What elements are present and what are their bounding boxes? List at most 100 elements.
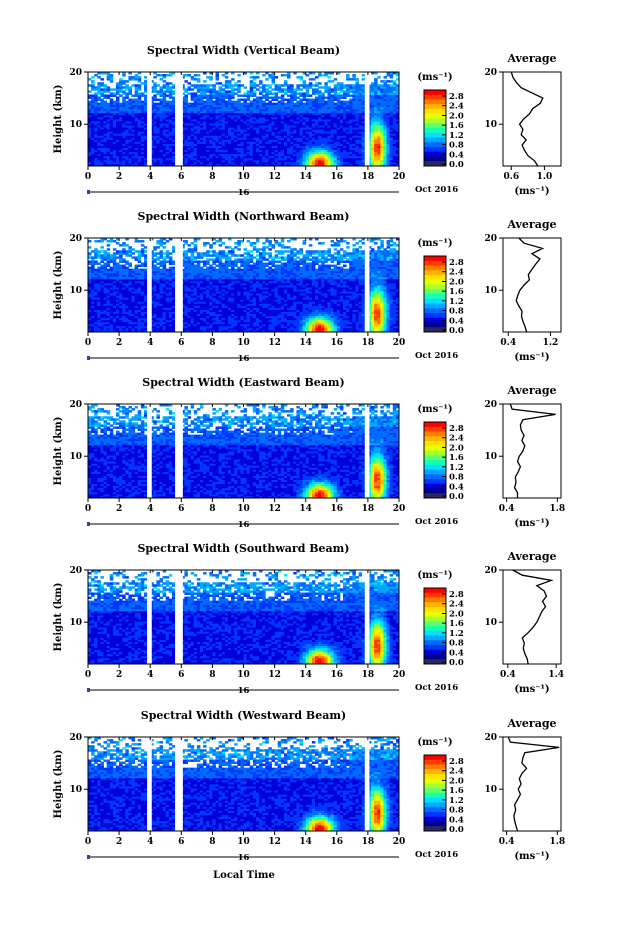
profile-frame: [502, 403, 562, 499]
colorbar-swatch: [424, 592, 446, 598]
profile-line: [509, 403, 556, 498]
x-tick-label: 4: [147, 172, 153, 182]
profile-line: [510, 71, 544, 167]
colorbar-swatch: [424, 275, 446, 281]
colorbar-swatch: [424, 460, 446, 466]
profile-y-tick-label: 10: [484, 785, 497, 795]
colorbar-swatch: [424, 479, 446, 485]
x-tick-label: 20: [393, 837, 406, 847]
colorbar-swatch: [424, 616, 446, 622]
colorbar-swatch: [424, 256, 446, 262]
colorbar-swatch: [424, 436, 446, 442]
x-tick-label: 8: [209, 172, 215, 182]
colorbar-swatch: [424, 317, 446, 323]
colorbar-swatch: [424, 142, 446, 148]
x-tick-label: 16: [331, 172, 344, 182]
y-tick-label: 10: [69, 452, 82, 462]
profile-x-label: (ms⁻¹): [514, 352, 549, 363]
date-label: Oct 2016: [415, 185, 458, 195]
colorbar-swatch: [424, 645, 446, 651]
chart-panel-5: Spectral Width (Westward Beam) Height (km…: [53, 709, 565, 863]
colorbar-swatch: [424, 640, 446, 646]
day-label: 16: [238, 354, 250, 364]
colorbar-swatch: [424, 94, 446, 100]
x-tick-label: 18: [362, 837, 375, 847]
colorbar-tick-label: 2.0: [449, 609, 464, 619]
colorbar-tick-label: 2.8: [449, 92, 464, 102]
x-tick-label: 6: [178, 504, 184, 514]
x-tick-label: 18: [362, 172, 375, 182]
heatmap-cells: [88, 404, 400, 499]
colorbar-swatch: [424, 132, 446, 138]
colorbar-tick-label: 1.6: [449, 453, 464, 463]
colorbar-tick-label: 2.0: [449, 111, 464, 121]
date-label: Oct 2016: [415, 517, 458, 527]
colorbar-swatch: [424, 812, 446, 818]
colorbar-swatch: [424, 455, 446, 461]
x-tick-label: 10: [237, 504, 250, 514]
x-tick-label: 14: [299, 504, 312, 514]
colorbar-swatch: [424, 826, 446, 832]
chart-panel-3: Spectral Width (Eastward Beam) Height (km…: [53, 376, 565, 530]
x-axis-title: Local Time: [213, 870, 275, 881]
day-marker: [87, 356, 90, 360]
x-tick-label: 14: [299, 837, 312, 847]
x-tick-label: 2: [116, 172, 122, 182]
colorbar-tick-label: 2.0: [449, 776, 464, 786]
profile-frame: [502, 237, 562, 333]
colorbar-swatch: [424, 289, 446, 295]
chart-title: Spectral Width (Vertical Beam): [147, 44, 340, 57]
data-gap-2: [175, 238, 183, 332]
data-gap-2: [175, 72, 183, 166]
data-gap-1: [147, 404, 152, 498]
profile-x-label: (ms⁻¹): [514, 851, 549, 862]
colorbar-swatch: [424, 104, 446, 110]
colorbar-swatch: [424, 621, 446, 627]
colorbar-swatch: [424, 156, 446, 162]
day-marker: [87, 522, 90, 526]
colorbar-swatch: [424, 630, 446, 636]
average-profile: Average 20 10 0.4 1.2 (ms⁻¹): [484, 218, 562, 363]
x-tick-label: 18: [362, 338, 375, 348]
colorbar-swatch: [424, 279, 446, 285]
colorbar: (ms⁻¹) 2.82.42.01.61.20.80.40.0: [417, 737, 464, 835]
average-profile: Average 20 10 0.4 1.4 (ms⁻¹): [484, 550, 564, 695]
x-tick-label: 10: [237, 837, 250, 847]
heatmap-cells: [88, 72, 400, 167]
colorbar-swatch: [424, 313, 446, 319]
y-tick-label: 10: [69, 286, 82, 296]
x-tick-label: 20: [393, 172, 406, 182]
data-gap-2: [175, 570, 183, 664]
colorbar-tick-label: 2.0: [449, 277, 464, 287]
data-gap-3: [364, 570, 370, 664]
colorbar-swatch: [424, 464, 446, 470]
colorbar-unit: (ms⁻¹): [417, 404, 452, 415]
x-tick-label: 4: [147, 338, 153, 348]
colorbar-tick-label: 2.0: [449, 443, 464, 453]
colorbar-swatch: [424, 161, 446, 167]
average-profile: Average 20 10 0.4 1.8(ms⁻¹): [484, 717, 565, 862]
x-tick-label: 20: [393, 338, 406, 348]
colorbar-swatch: [424, 118, 446, 124]
colorbar-tick-label: 0.8: [449, 307, 464, 317]
colorbar-swatch: [424, 607, 446, 613]
x-tick-label: 8: [209, 338, 215, 348]
colorbar-tick-label: 0.0: [449, 492, 464, 502]
x-tick-label: 12: [268, 837, 281, 847]
heatmap-cells: [88, 570, 400, 665]
profile-y-tick-label: 10: [484, 618, 497, 628]
profile-frame: [502, 71, 562, 167]
chart-panel-1: Spectral Width (Vertical Beam) Height (km…: [53, 44, 562, 198]
x-tick-label: 20: [393, 504, 406, 514]
y-tick-label: 10: [69, 785, 82, 795]
profile-y-tick-label: 20: [484, 400, 497, 410]
colorbar-unit: (ms⁻¹): [417, 238, 452, 249]
profile-x-tick-label: 0.6: [503, 172, 519, 182]
colorbar-tick-label: 0.0: [449, 160, 464, 170]
profile-y-tick-label: 10: [484, 120, 497, 130]
heatmap-cells: [88, 737, 400, 832]
colorbar-tick-label: 0.4: [449, 815, 464, 825]
colorbar-tick-label: 2.4: [449, 767, 464, 777]
profile-x-label: (ms⁻¹): [514, 684, 549, 695]
